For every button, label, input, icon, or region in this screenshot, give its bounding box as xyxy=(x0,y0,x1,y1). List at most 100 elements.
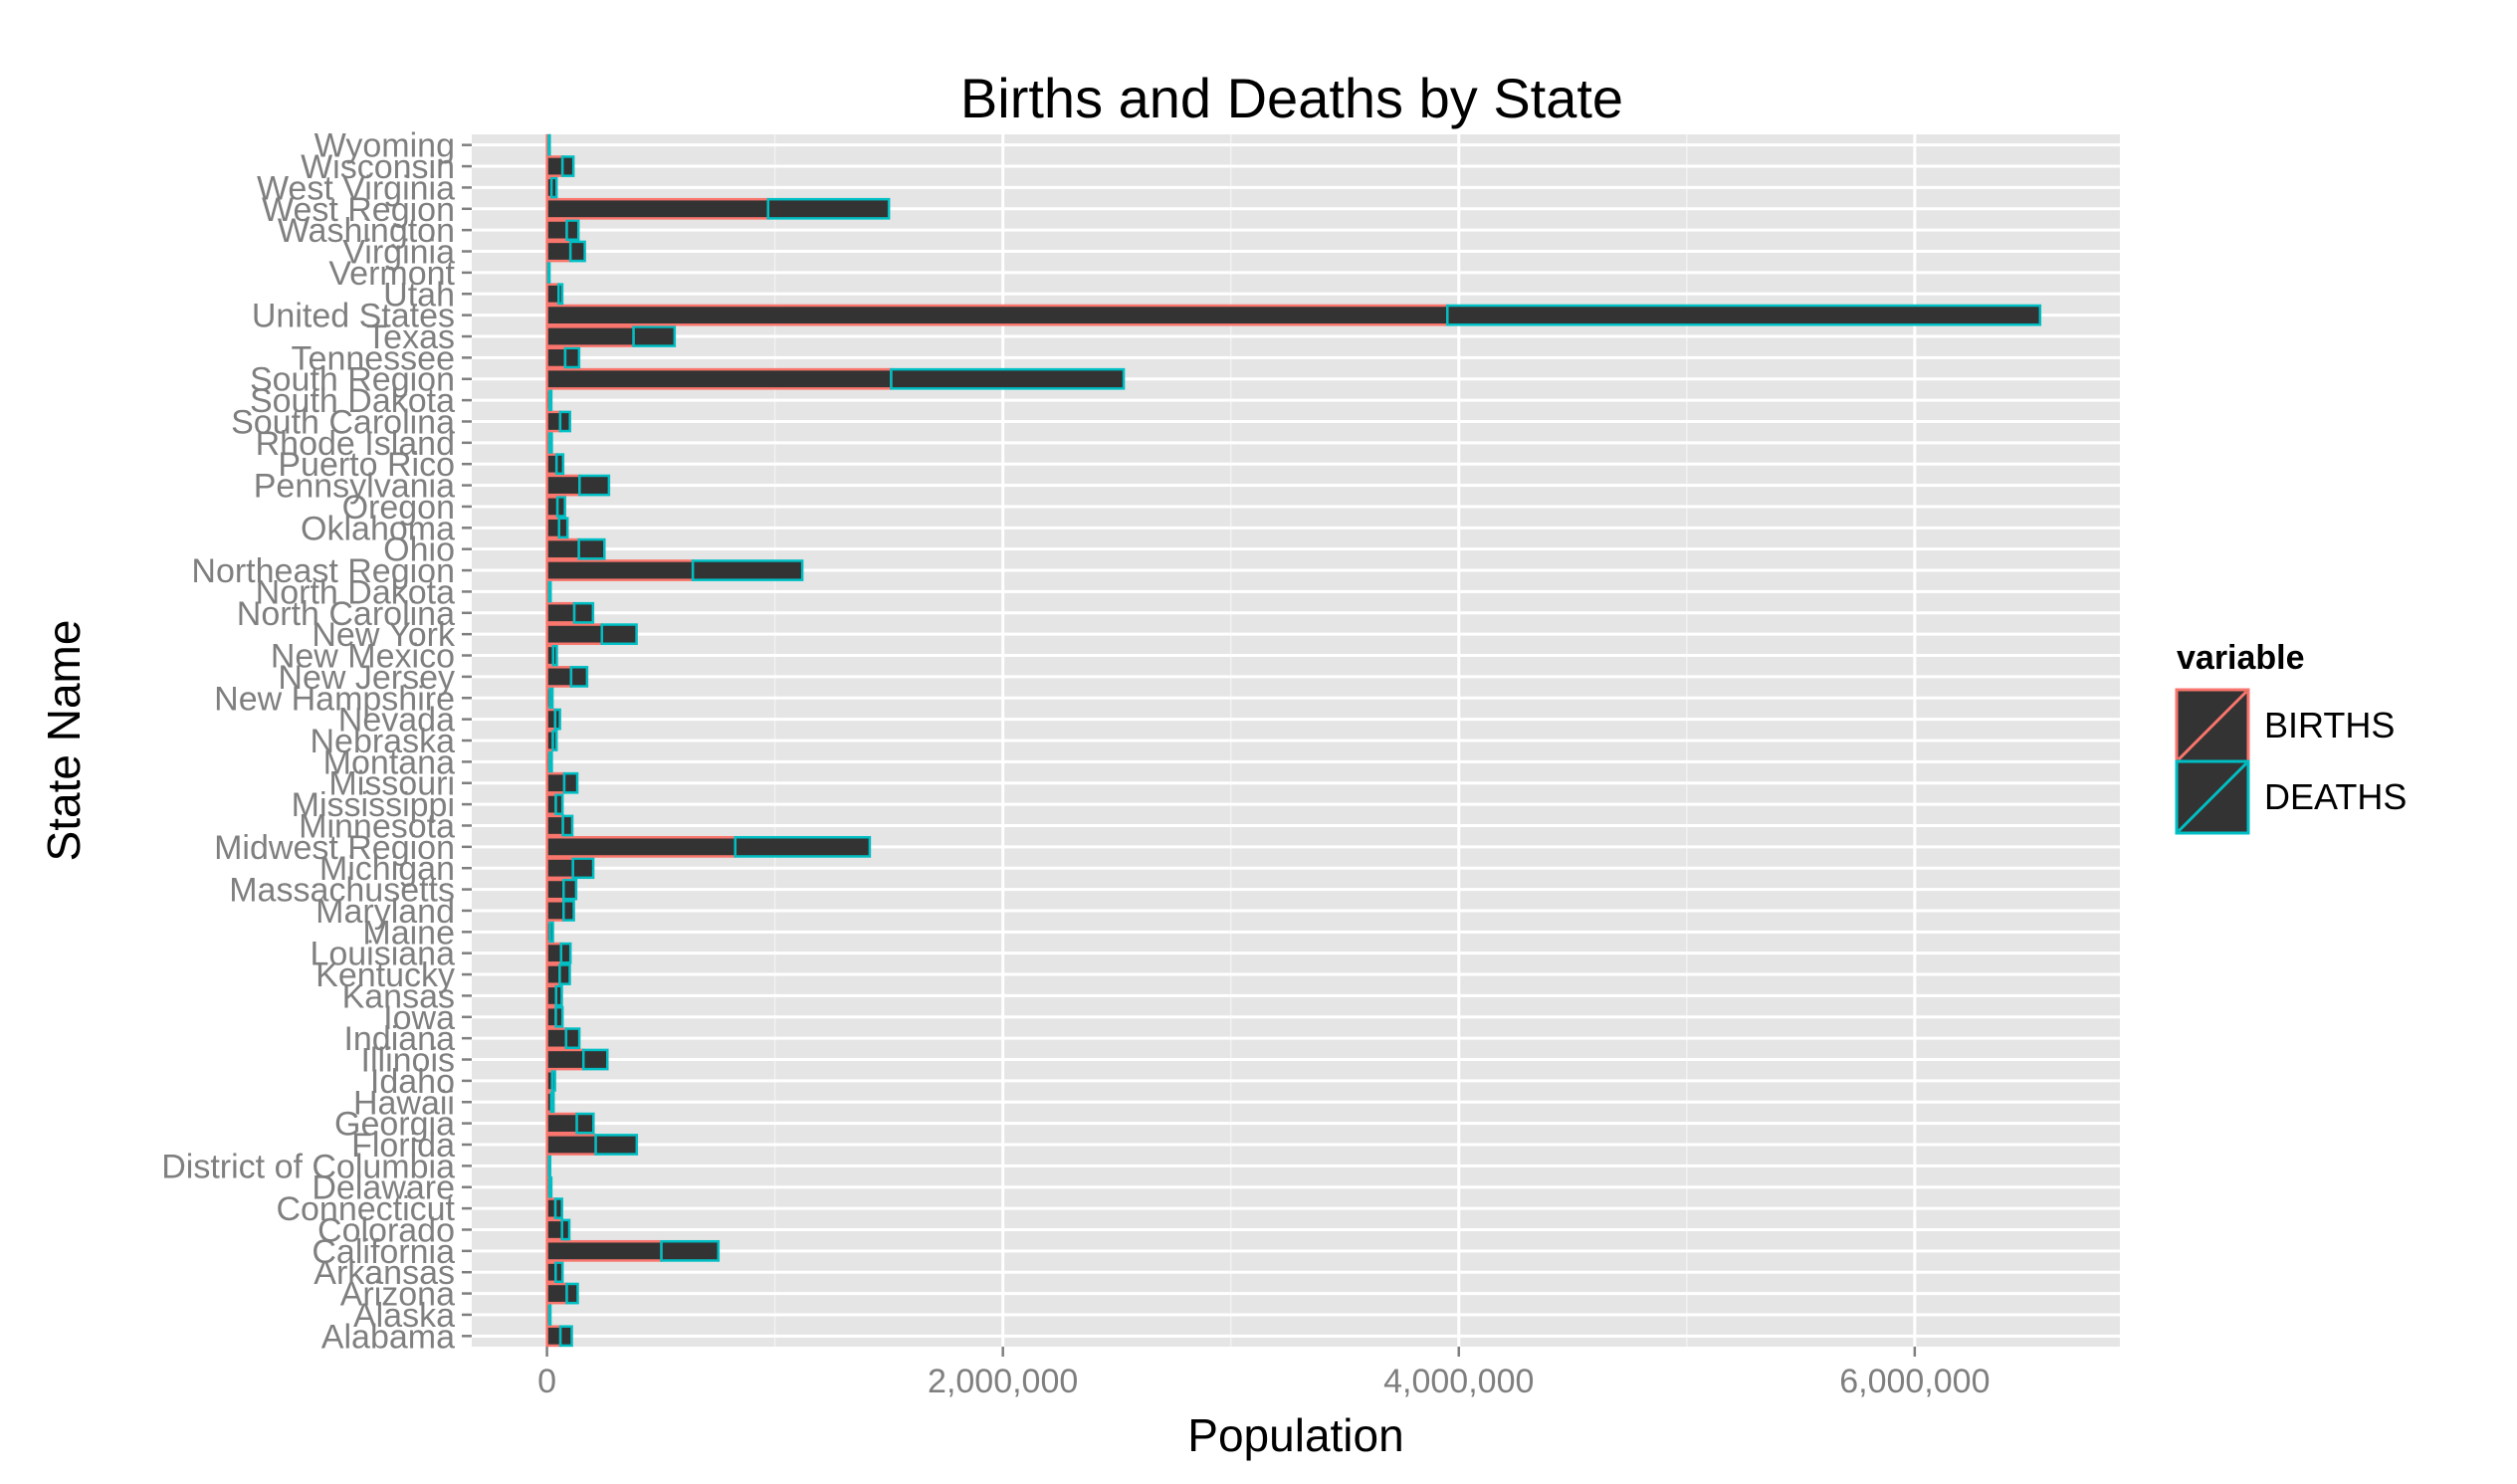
y-tick-label-north-dakota: North Dakota xyxy=(256,573,455,611)
y-tick-label-north-carolina: North Carolina xyxy=(237,595,455,633)
x-tick-label-0: 0 xyxy=(537,1363,556,1400)
y-tick-label-indiana: Indiana xyxy=(343,1020,455,1058)
bar-kentucky-births xyxy=(545,963,561,985)
bar-hawaii-deaths xyxy=(549,1091,555,1114)
bar-virginia-deaths xyxy=(568,240,586,263)
legend-label-deaths: DEATHS xyxy=(2264,776,2407,817)
bar-midwest-region-deaths xyxy=(734,835,872,858)
y-tick-label-virginia: Virginia xyxy=(342,234,455,272)
y-tick-label-minnesota: Minnesota xyxy=(299,807,455,845)
bar-nebraska-deaths xyxy=(551,730,558,751)
bar-puerto-rico-births xyxy=(545,453,558,476)
bar-alabama-births xyxy=(545,1325,562,1348)
y-tick-label-illinois: Illinois xyxy=(361,1042,455,1080)
bar-tennessee-deaths xyxy=(563,346,581,369)
bar-west-region-deaths xyxy=(766,197,891,220)
y-tick-label-texas: Texas xyxy=(366,318,455,356)
y-tick-label-wyoming: Wyoming xyxy=(315,127,455,165)
bar-new-mexico-deaths xyxy=(551,644,558,667)
y-tick-label-nevada: Nevada xyxy=(338,702,455,740)
y-tick-label-rhode-island: Rhode Island xyxy=(256,425,455,463)
bar-georgia-births xyxy=(545,1112,578,1135)
y-tick-label-idaho: Idaho xyxy=(370,1063,455,1101)
bar-florida-births xyxy=(545,1134,597,1156)
bar-kansas-deaths xyxy=(554,984,563,1007)
y-tick-label-massachusetts: Massachusetts xyxy=(229,872,455,910)
legend-label-births: BIRTHS xyxy=(2264,705,2395,745)
y-tick-label-kentucky: Kentucky xyxy=(315,956,455,994)
bar-florida-deaths xyxy=(594,1134,639,1156)
y-tick-label-vermont: Vermont xyxy=(328,255,455,293)
y-tick-label-michigan: Michigan xyxy=(319,850,455,888)
y-tick-label-new-york: New York xyxy=(312,616,456,654)
y-tick-label-iowa: Iowa xyxy=(383,999,455,1037)
y-tick-label-south-carolina: South Carolina xyxy=(231,403,455,441)
bar-midwest-region-births xyxy=(545,835,737,858)
y-tick-label-midwest-region: Midwest Region xyxy=(214,829,455,867)
y-tick-label-puerto-rico: Puerto Rico xyxy=(278,446,455,484)
bar-alaska-deaths xyxy=(547,1304,552,1326)
bar-california-births xyxy=(545,1239,663,1262)
y-tick-label-kansas: Kansas xyxy=(342,977,455,1015)
bar-montana-deaths xyxy=(548,750,553,773)
bar-district-of-columbia-deaths xyxy=(547,1155,552,1177)
bar-arkansas-deaths xyxy=(554,1261,564,1284)
bar-michigan-deaths xyxy=(571,857,595,880)
bar-georgia-deaths xyxy=(575,1112,595,1135)
y-tick-label-new-mexico: New Mexico xyxy=(271,638,455,676)
y-tick-label-arkansas: Arkansas xyxy=(314,1254,455,1292)
bar-new-jersey-births xyxy=(545,666,573,688)
y-tick-label-northeast-region: Northeast Region xyxy=(191,552,455,590)
x-tick-label-1: 2,000,000 xyxy=(928,1363,1078,1400)
bar-south-region-births xyxy=(545,367,893,390)
y-tick-label-alaska: Alaska xyxy=(353,1297,455,1335)
bar-washington-deaths xyxy=(565,219,580,242)
bar-northeast-region-births xyxy=(545,559,695,581)
y-tick-label-maine: Maine xyxy=(362,914,455,952)
bar-rhode-island-deaths xyxy=(547,431,553,454)
bar-new-jersey-deaths xyxy=(569,666,589,688)
y-tick-label-wisconsin: Wisconsin xyxy=(301,148,455,186)
y-tick-label-connecticut: Connecticut xyxy=(276,1190,455,1228)
bar-pennsylvania-deaths xyxy=(578,474,611,497)
bar-massachusetts-births xyxy=(545,878,565,901)
bar-ohio-deaths xyxy=(577,537,606,560)
bar-virginia-births xyxy=(545,240,572,263)
y-tick-label-ohio: Ohio xyxy=(383,531,455,569)
bar-maryland-births xyxy=(545,900,565,922)
bar-maine-deaths xyxy=(548,921,554,944)
bar-kentucky-deaths xyxy=(558,963,571,985)
bar-colorado-deaths xyxy=(560,1218,571,1241)
y-tick-label-california: California xyxy=(312,1233,455,1271)
bar-washington-births xyxy=(545,219,568,242)
bar-utah-births xyxy=(545,283,560,306)
bar-arkansas-births xyxy=(545,1261,557,1284)
bar-delaware-deaths xyxy=(547,1175,553,1198)
bar-new-hampshire-deaths xyxy=(548,687,554,710)
bar-ohio-births xyxy=(545,537,580,560)
bar-south-carolina-births xyxy=(545,410,562,433)
bar-louisiana-births xyxy=(545,942,563,964)
bar-wisconsin-births xyxy=(545,155,564,177)
bar-minnesota-deaths xyxy=(561,814,574,837)
bar-mississippi-deaths xyxy=(554,793,564,815)
bar-idaho-deaths xyxy=(550,1070,556,1092)
bars xyxy=(545,133,2042,1348)
bar-arizona-deaths xyxy=(565,1282,579,1305)
bar-north-carolina-births xyxy=(545,601,576,624)
bar-oklahoma-births xyxy=(545,517,560,539)
bar-minnesota-births xyxy=(545,814,564,837)
y-tick-label-arizona: Arizona xyxy=(340,1276,455,1314)
y-tick-label-nebraska: Nebraska xyxy=(310,723,455,760)
y-tick-label-united-states: United States xyxy=(252,298,455,335)
y-tick-label-georgia: Georgia xyxy=(334,1106,455,1144)
bar-mississippi-births xyxy=(545,793,557,815)
bar-michigan-births xyxy=(545,857,574,880)
bar-wisconsin-deaths xyxy=(560,155,575,177)
legend: variable BIRTHS DEATHS xyxy=(2175,639,2407,835)
bar-south-carolina-deaths xyxy=(558,410,571,433)
bar-texas-births xyxy=(545,325,635,347)
bar-united-states-births xyxy=(545,304,1449,326)
bar-united-states-deaths xyxy=(1446,304,2042,326)
